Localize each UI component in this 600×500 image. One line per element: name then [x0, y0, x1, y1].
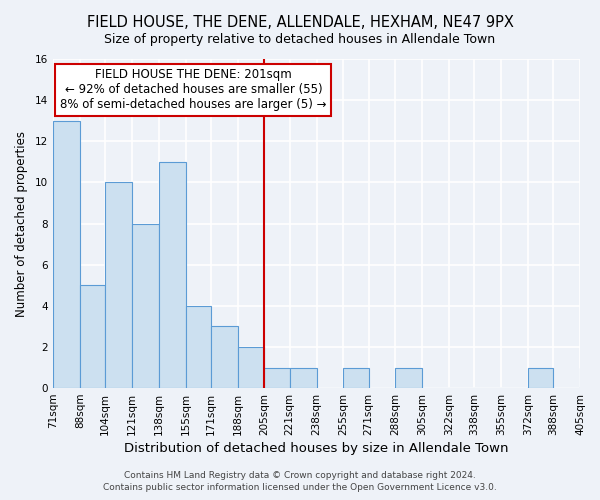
Bar: [343, 368, 368, 388]
Bar: [290, 368, 317, 388]
Bar: [185, 306, 211, 388]
Text: FIELD HOUSE THE DENE: 201sqm
← 92% of detached houses are smaller (55)
8% of sem: FIELD HOUSE THE DENE: 201sqm ← 92% of de…: [60, 68, 327, 112]
X-axis label: Distribution of detached houses by size in Allendale Town: Distribution of detached houses by size …: [124, 442, 509, 455]
Text: Size of property relative to detached houses in Allendale Town: Size of property relative to detached ho…: [104, 32, 496, 46]
Bar: [238, 347, 265, 388]
Bar: [580, 368, 600, 388]
Bar: [211, 326, 238, 388]
Bar: [53, 120, 80, 388]
Text: FIELD HOUSE, THE DENE, ALLENDALE, HEXHAM, NE47 9PX: FIELD HOUSE, THE DENE, ALLENDALE, HEXHAM…: [86, 15, 514, 30]
Text: Contains HM Land Registry data © Crown copyright and database right 2024.
Contai: Contains HM Land Registry data © Crown c…: [103, 471, 497, 492]
Bar: [80, 285, 105, 388]
Bar: [105, 182, 132, 388]
Bar: [159, 162, 185, 388]
Bar: [132, 224, 159, 388]
Y-axis label: Number of detached properties: Number of detached properties: [15, 130, 28, 316]
Bar: [395, 368, 422, 388]
Bar: [528, 368, 553, 388]
Bar: [265, 368, 290, 388]
